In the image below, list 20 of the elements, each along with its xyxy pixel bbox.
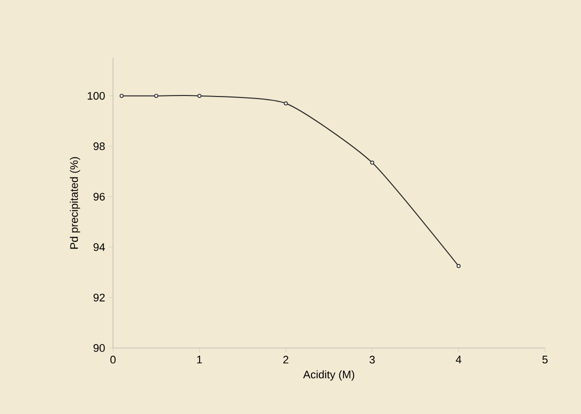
x-tick-label: 2 [283, 356, 288, 364]
y-tick-label: 94 [94, 243, 105, 252]
y-tick-label: 92 [94, 294, 105, 302]
point [456, 264, 461, 268]
x-tick-label: 4 [456, 356, 462, 364]
point [284, 101, 288, 106]
y-axis-title: Pd precipitated (%) [70, 157, 80, 249]
point [120, 94, 124, 98]
point [370, 160, 374, 165]
x-tick-label: 3 [370, 356, 375, 364]
x-tick-label: 0 [110, 356, 116, 364]
point [197, 94, 202, 98]
y-tick-label: 90 [94, 344, 105, 352]
point [154, 94, 158, 98]
y-tick-label: 96 [94, 192, 105, 201]
y-tick-label: 98 [94, 142, 105, 150]
y-tick-label: 100 [88, 92, 105, 100]
x-axis-title: Acidity (M) [303, 370, 354, 381]
x-tick-label: 5 [542, 356, 548, 364]
x-tick-label: 1 [197, 356, 202, 364]
